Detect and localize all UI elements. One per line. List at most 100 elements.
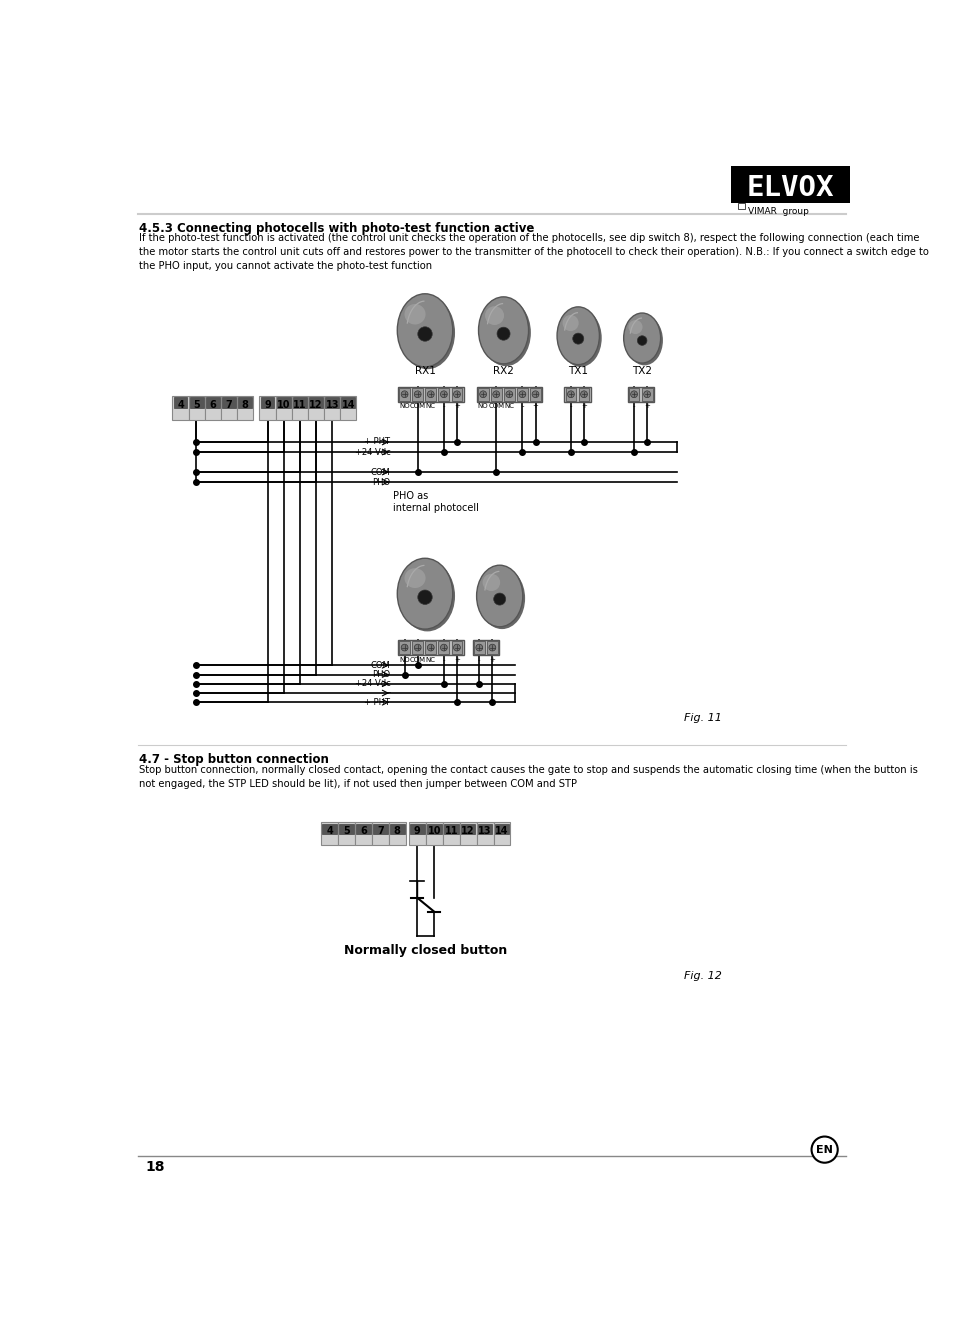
Circle shape xyxy=(441,644,447,650)
Bar xyxy=(190,398,204,408)
Text: 12: 12 xyxy=(309,401,323,410)
Text: COM: COM xyxy=(410,403,425,410)
Text: PHO as
internal photocell: PHO as internal photocell xyxy=(394,492,479,513)
Text: 8: 8 xyxy=(394,826,400,836)
Text: -: - xyxy=(443,403,445,410)
Circle shape xyxy=(418,327,432,341)
Bar xyxy=(731,167,850,204)
Bar xyxy=(259,395,276,420)
Ellipse shape xyxy=(624,313,660,364)
Circle shape xyxy=(427,644,434,650)
Text: NO: NO xyxy=(478,403,489,410)
Bar xyxy=(444,824,459,834)
Text: TX2: TX2 xyxy=(632,366,652,375)
Ellipse shape xyxy=(399,561,455,632)
Bar xyxy=(355,822,372,846)
Bar xyxy=(237,395,253,420)
Bar xyxy=(324,395,340,420)
Bar xyxy=(504,387,515,401)
Circle shape xyxy=(637,336,647,345)
Bar xyxy=(425,641,436,654)
Bar xyxy=(338,822,355,846)
Text: TX1: TX1 xyxy=(568,366,588,375)
Text: 10: 10 xyxy=(427,826,441,836)
Bar xyxy=(398,640,464,656)
Text: +: + xyxy=(490,657,495,662)
Bar xyxy=(451,387,463,401)
Ellipse shape xyxy=(557,307,599,365)
Bar xyxy=(474,641,485,654)
Circle shape xyxy=(532,391,539,398)
Bar xyxy=(491,387,502,401)
Ellipse shape xyxy=(478,297,529,364)
Circle shape xyxy=(506,391,513,398)
Bar xyxy=(204,395,221,420)
Bar xyxy=(472,640,499,656)
Circle shape xyxy=(453,391,461,398)
Ellipse shape xyxy=(626,316,663,365)
Circle shape xyxy=(489,644,495,650)
Text: -: - xyxy=(633,403,636,410)
Circle shape xyxy=(497,327,510,340)
Text: NC: NC xyxy=(426,657,436,662)
Circle shape xyxy=(401,644,408,650)
Text: +: + xyxy=(454,657,460,662)
Text: + PHT: + PHT xyxy=(365,438,391,447)
Text: PHO: PHO xyxy=(372,670,391,680)
Circle shape xyxy=(453,644,461,650)
Bar xyxy=(425,387,436,401)
Bar xyxy=(292,395,308,420)
Bar xyxy=(451,641,463,654)
Bar xyxy=(373,824,388,834)
Text: 14: 14 xyxy=(342,401,355,410)
Circle shape xyxy=(493,594,506,605)
Text: VIMAR  group: VIMAR group xyxy=(748,208,808,217)
Circle shape xyxy=(631,391,637,398)
Text: + PHT: + PHT xyxy=(365,698,391,707)
Text: +: + xyxy=(644,403,650,410)
Bar xyxy=(174,398,187,408)
Text: 12: 12 xyxy=(462,826,475,836)
Text: +24 Vdc: +24 Vdc xyxy=(354,680,391,689)
Bar xyxy=(398,386,464,402)
Text: If the photo-test function is activated (the control unit checks the operation o: If the photo-test function is activated … xyxy=(139,233,929,271)
Bar xyxy=(276,395,292,420)
Text: COM: COM xyxy=(410,657,425,662)
Bar xyxy=(439,387,449,401)
Bar xyxy=(321,822,338,846)
Bar xyxy=(738,202,745,209)
Bar xyxy=(173,395,188,420)
Text: +: + xyxy=(533,403,539,410)
Text: PHO: PHO xyxy=(372,477,391,486)
Bar xyxy=(372,822,389,846)
Circle shape xyxy=(480,391,487,398)
Bar xyxy=(260,398,275,408)
Circle shape xyxy=(415,644,421,650)
Circle shape xyxy=(492,391,499,398)
Circle shape xyxy=(401,391,408,398)
Text: Stop button connection, normally closed contact, opening the contact causes the : Stop button connection, normally closed … xyxy=(139,764,918,789)
Text: EN: EN xyxy=(816,1145,833,1154)
Bar xyxy=(494,824,510,834)
Bar xyxy=(579,387,589,401)
Bar xyxy=(461,824,475,834)
Text: RX2: RX2 xyxy=(493,366,514,375)
Ellipse shape xyxy=(629,320,642,334)
Bar xyxy=(476,386,542,402)
Circle shape xyxy=(418,590,432,604)
Text: ELVOX: ELVOX xyxy=(746,175,833,202)
Bar xyxy=(478,387,489,401)
Bar xyxy=(476,822,493,846)
Text: 11: 11 xyxy=(293,401,306,410)
Bar xyxy=(356,824,371,834)
Bar xyxy=(342,398,355,408)
Circle shape xyxy=(581,391,588,398)
Bar xyxy=(410,824,424,834)
Text: -: - xyxy=(521,403,523,410)
Text: 7: 7 xyxy=(226,401,232,410)
Text: NC: NC xyxy=(504,403,515,410)
Bar xyxy=(188,395,204,420)
Bar xyxy=(309,398,323,408)
Circle shape xyxy=(476,644,483,650)
Text: NC: NC xyxy=(426,403,436,410)
